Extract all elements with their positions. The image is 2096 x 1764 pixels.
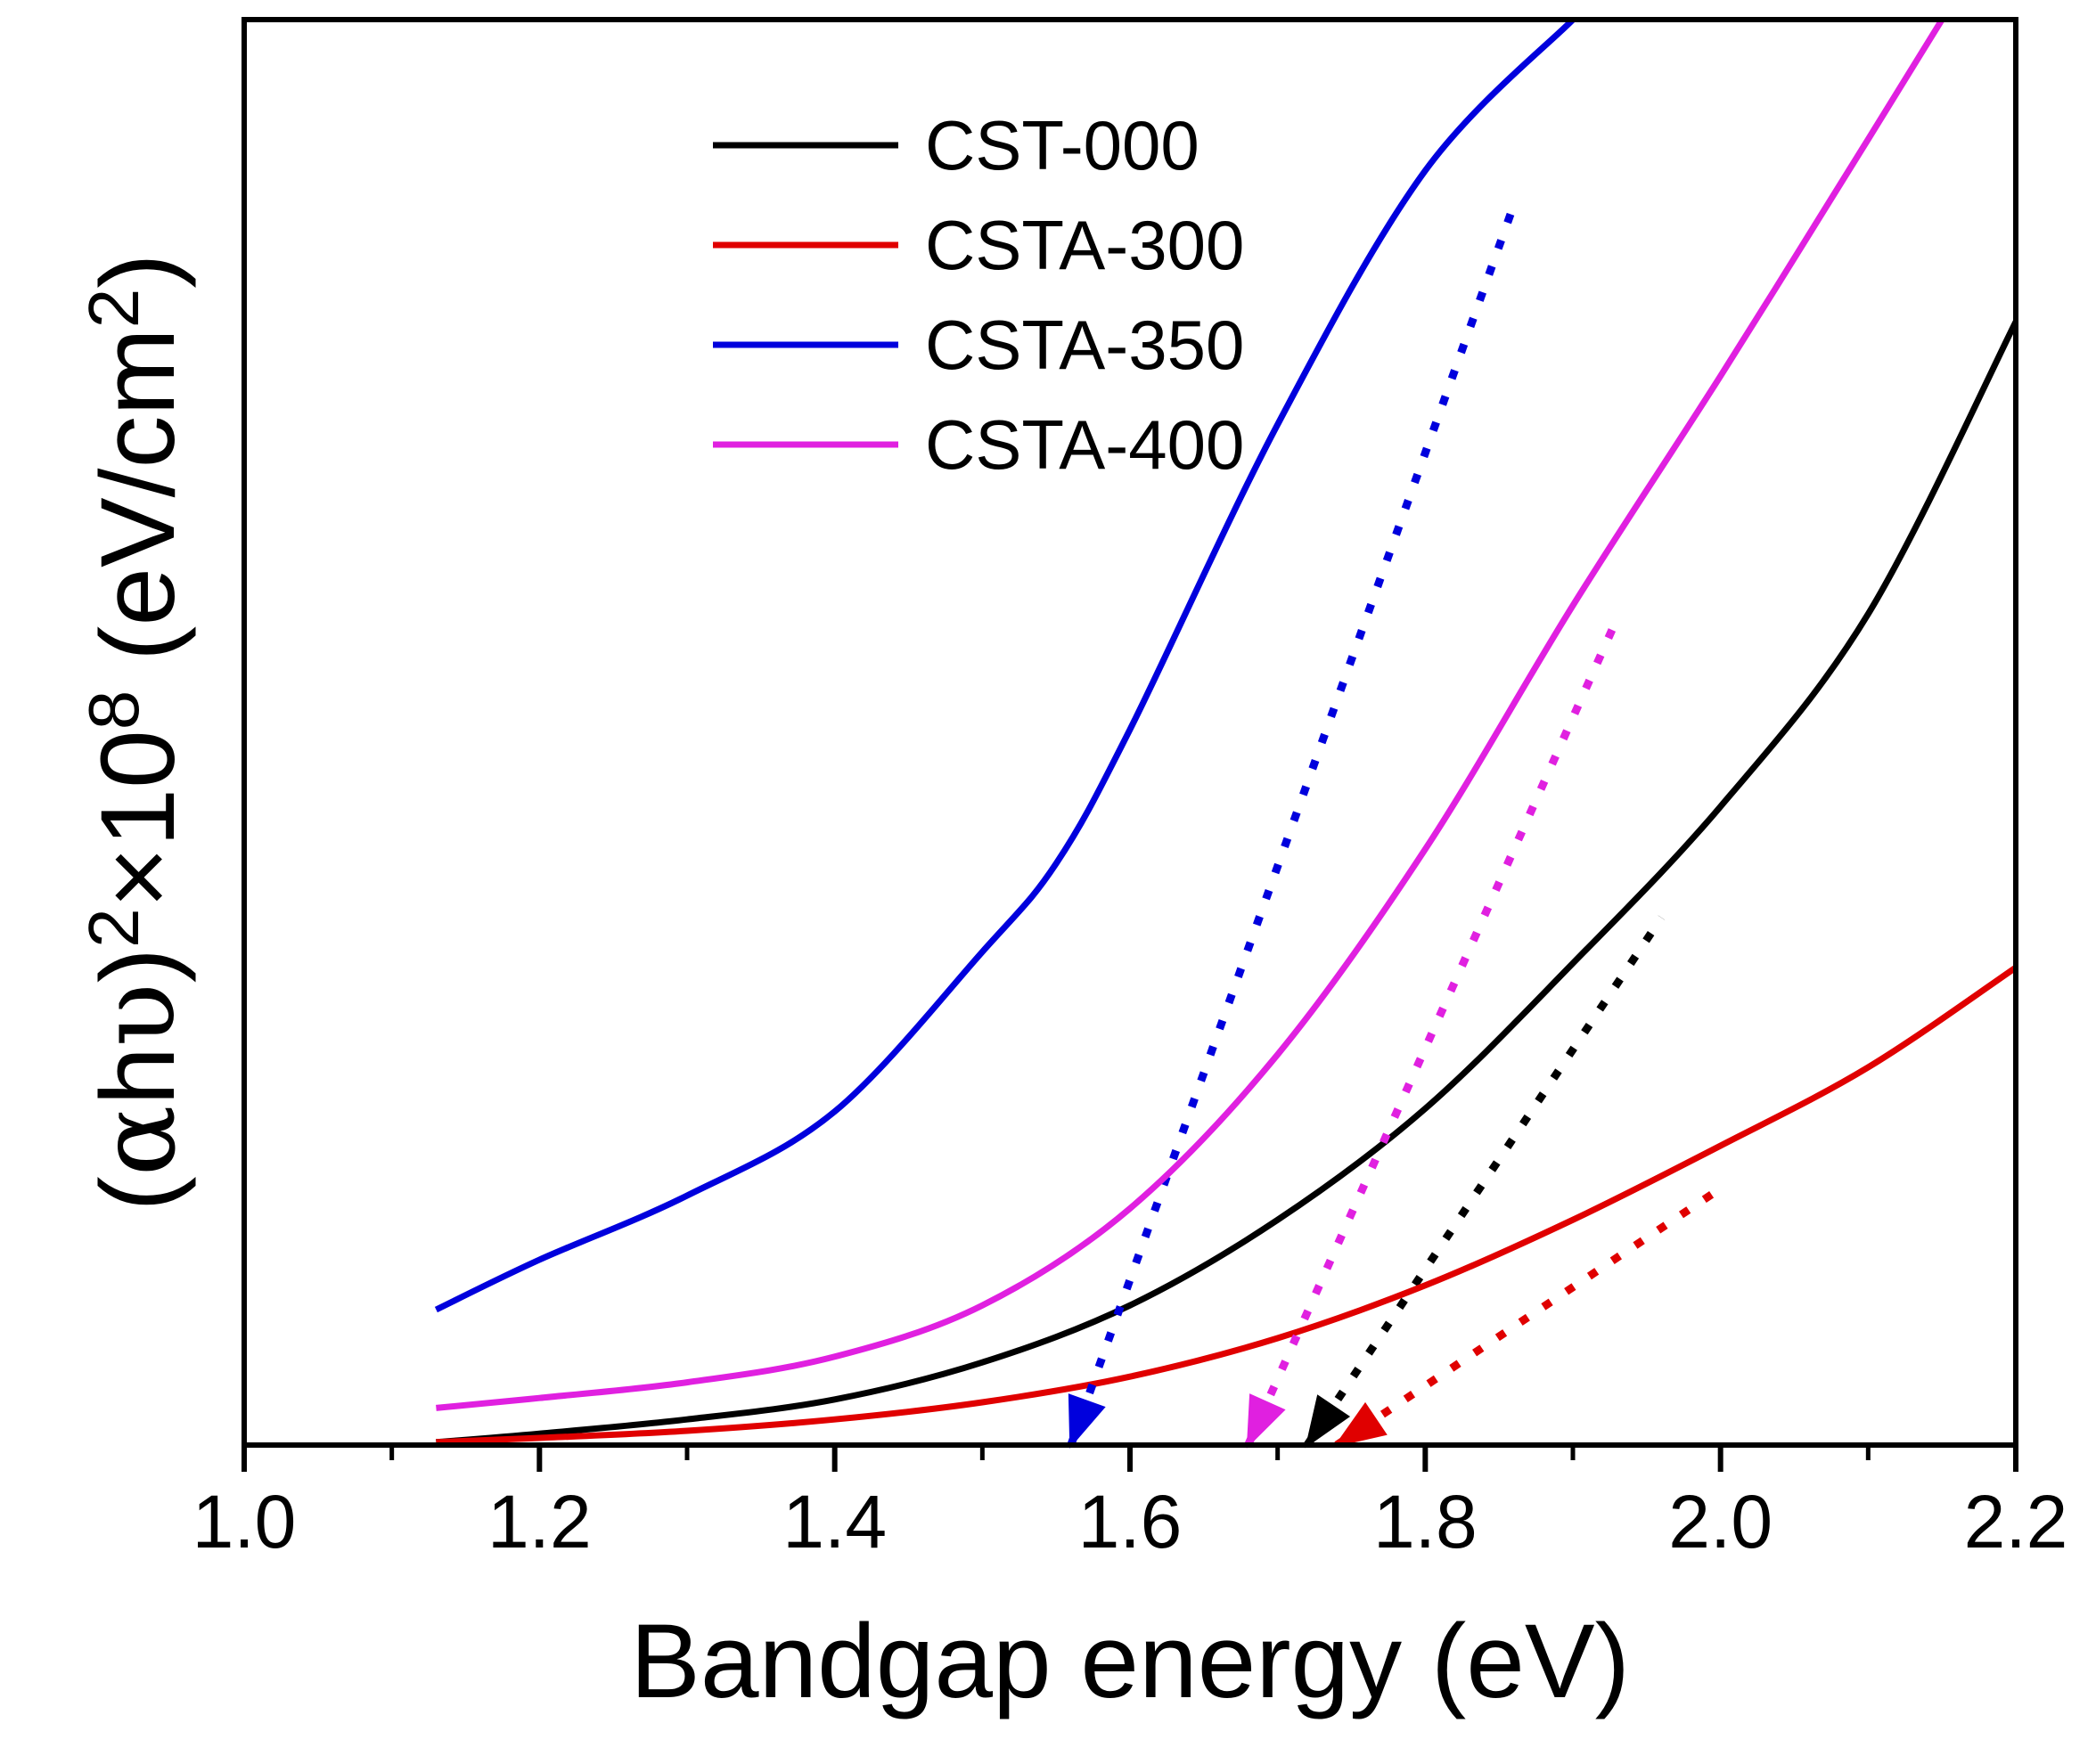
series-line-csta-300 xyxy=(436,965,2016,1445)
legend: CST-000 CSTA-300 CSTA-350 CSTA-400 xyxy=(713,106,1244,484)
series-layer xyxy=(434,20,2016,1445)
fit-line-cst-000 xyxy=(1304,915,1666,1445)
series-line-cst-000 xyxy=(436,320,2016,1445)
series-line-csta-350 xyxy=(434,20,1576,1313)
x-tick-label: 2.0 xyxy=(1668,1480,1773,1564)
x-axis-ticks xyxy=(242,1445,2018,1472)
x-tick-label: 1.2 xyxy=(487,1480,592,1564)
legend-label: CST-000 xyxy=(925,106,1199,184)
x-tick-label: 1.8 xyxy=(1373,1480,1478,1564)
y-axis-title-group: (αhυ)2×108 (eV/cm2) xyxy=(74,253,199,1211)
x-tick-label: 1.0 xyxy=(192,1480,297,1564)
arrow-csta-300 xyxy=(1333,1401,1388,1448)
x-tick-label: 1.4 xyxy=(782,1480,887,1564)
x-axis-tick-labels: 1.0 1.2 1.4 1.6 1.8 2.0 2.2 xyxy=(192,1480,2068,1564)
arrow-layer xyxy=(1068,1393,1388,1449)
legend-label: CSTA-400 xyxy=(925,405,1244,484)
legend-label: CSTA-350 xyxy=(925,306,1244,384)
arrow-csta-400 xyxy=(1246,1393,1286,1449)
x-tick-label: 1.6 xyxy=(1078,1480,1183,1564)
y-axis-title: (αhυ)2×108 (eV/cm2) xyxy=(74,253,199,1211)
arrow-csta-350 xyxy=(1068,1393,1106,1449)
series-line-csta-400 xyxy=(436,20,1945,1411)
arrow-cst-000 xyxy=(1305,1394,1351,1449)
legend-label: CSTA-300 xyxy=(925,206,1244,284)
fit-line-csta-400 xyxy=(1244,617,1621,1445)
x-axis-title: Bandgap energy (eV) xyxy=(630,1603,1630,1720)
x-tick-label: 2.2 xyxy=(1964,1480,2068,1564)
